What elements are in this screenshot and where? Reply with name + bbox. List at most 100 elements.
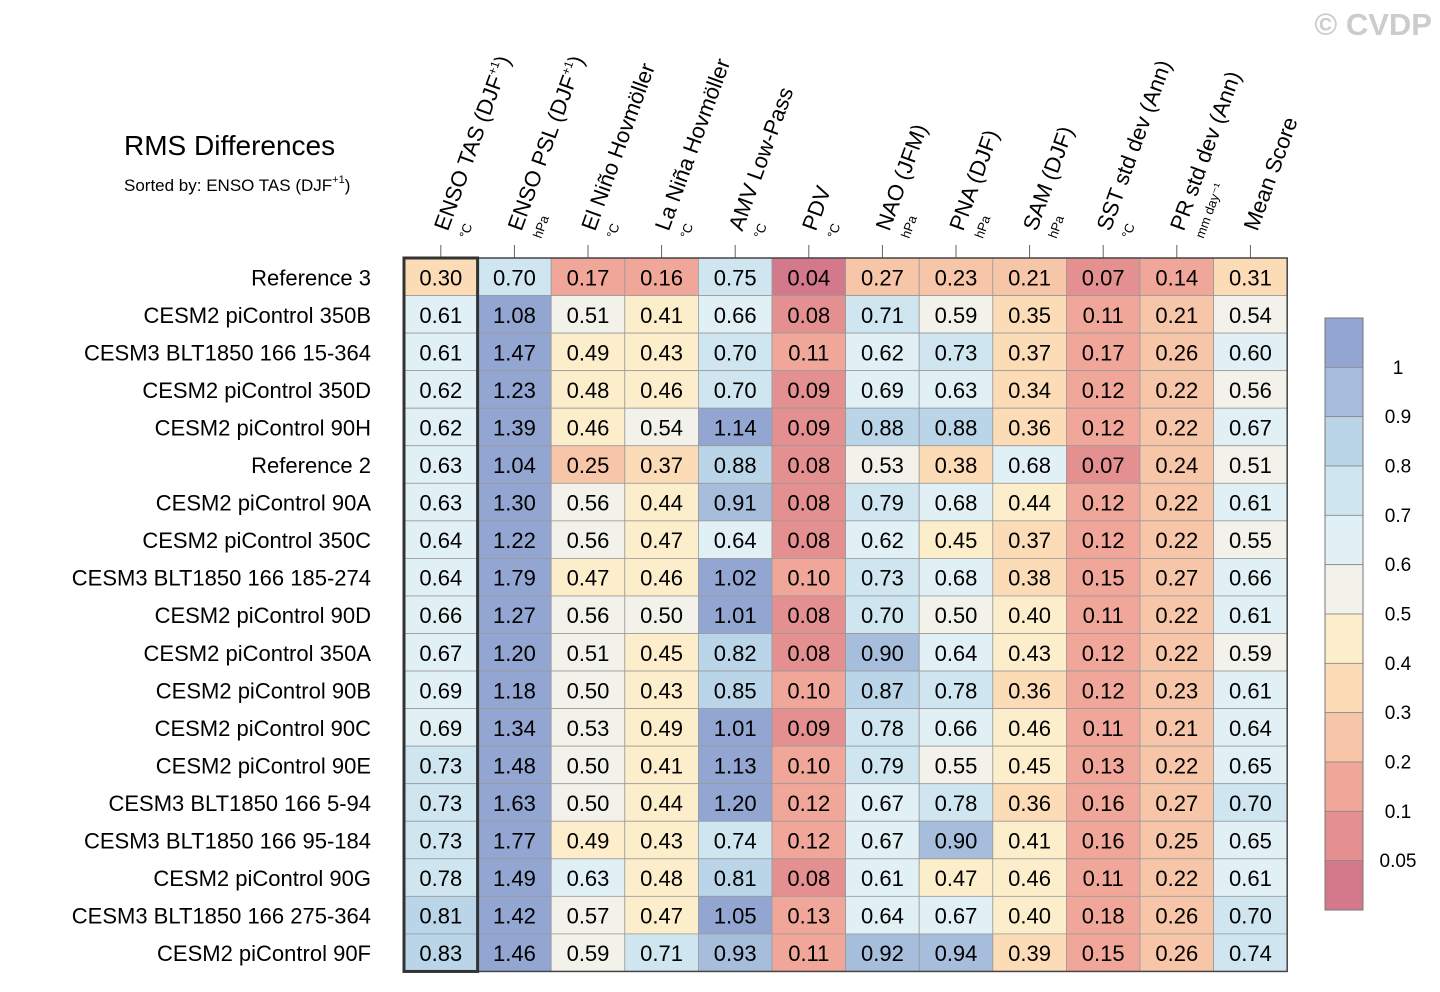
cell-value: 0.22 xyxy=(1155,866,1198,891)
cell-value: 0.90 xyxy=(935,829,978,854)
cell-value: 0.73 xyxy=(419,753,462,778)
heatmap-cell xyxy=(477,895,552,935)
cell-value: 0.14 xyxy=(1155,265,1198,290)
cell-value: 0.65 xyxy=(1229,829,1272,854)
cell-value: 0.73 xyxy=(861,566,904,591)
heatmap-cell xyxy=(477,820,552,860)
heatmap-cell xyxy=(1066,370,1141,409)
heatmap-cell xyxy=(992,633,1067,672)
cell-value: 0.26 xyxy=(1155,941,1198,966)
heatmap-cell xyxy=(992,595,1067,634)
heatmap-cell xyxy=(477,858,552,897)
heatmap-cell xyxy=(992,445,1067,484)
cell-value: 0.69 xyxy=(419,716,462,741)
heatmap-cell xyxy=(992,745,1067,785)
colorbar-label: 0.1 xyxy=(1385,802,1411,823)
heatmap-cell xyxy=(845,295,920,334)
cell-value: 1.05 xyxy=(714,904,757,929)
column-label-main: La Niña Hovmöller xyxy=(650,55,735,234)
heatmap-cell xyxy=(1066,895,1141,935)
heatmap-cell xyxy=(771,933,846,972)
heatmap-cell xyxy=(698,370,773,409)
heatmap-cell xyxy=(477,332,552,372)
heatmap-cell xyxy=(1066,745,1141,785)
heatmap-cell xyxy=(403,558,478,597)
cell-value: 1.04 xyxy=(493,453,536,478)
cell-value: 0.59 xyxy=(935,303,978,328)
heatmap-cell xyxy=(1213,558,1288,597)
colorbar: 1 0.9 0.8 0.7 0.6 0.5 0.4 0.3 0.2 0.1 0.05 xyxy=(1324,317,1416,911)
row-label: Reference 2 xyxy=(251,453,371,478)
cell-value: 0.12 xyxy=(787,791,830,816)
heatmap-cell xyxy=(550,670,626,709)
column-header: PDV°C xyxy=(797,182,843,240)
column-label-superscript: +1 xyxy=(558,59,576,77)
heatmap-cell xyxy=(624,558,699,597)
cell-value: 0.37 xyxy=(1008,528,1051,553)
heatmap-cell xyxy=(1139,295,1214,334)
heatmap-cell xyxy=(845,895,920,935)
column-headers: ENSO TAS (DJF+1)°C ENSO PSL (DJF+1)hPa El … xyxy=(429,52,1303,258)
colorbar-label: 0.3 xyxy=(1385,703,1411,724)
cell-value: 0.45 xyxy=(1008,753,1051,778)
cell-value: 0.07 xyxy=(1082,453,1125,478)
cell-value: 0.22 xyxy=(1155,641,1198,666)
cell-value: 0.71 xyxy=(640,941,683,966)
column-label-main: PNA (DJF) xyxy=(944,126,1003,233)
cell-value: 0.82 xyxy=(714,641,757,666)
heatmap-cell xyxy=(698,407,773,447)
cell-value: 0.67 xyxy=(935,904,978,929)
cell-value: 0.47 xyxy=(640,904,683,929)
cell-value: 0.63 xyxy=(935,378,978,403)
cell-value: 0.64 xyxy=(861,904,904,929)
cell-value: 1.46 xyxy=(493,941,536,966)
heatmap-cell xyxy=(624,520,699,559)
column-unit: hPa xyxy=(1045,213,1067,241)
heatmap-cell xyxy=(550,407,626,447)
cell-value: 0.27 xyxy=(861,265,904,290)
cell-value: 0.50 xyxy=(567,753,610,778)
row-label: CESM2 piControl 350A xyxy=(144,641,372,666)
colorbar-border xyxy=(1324,317,1364,911)
cell-value: 0.46 xyxy=(640,378,683,403)
heatmap-cell xyxy=(1213,482,1288,522)
heatmap-cell xyxy=(845,783,920,822)
cell-value: 0.56 xyxy=(567,528,610,553)
heatmap-cell xyxy=(403,933,478,972)
colorbar-label: 0.5 xyxy=(1385,605,1411,626)
cell-value: 1.02 xyxy=(714,566,757,591)
column-label: SAM (DJF) xyxy=(1018,123,1079,234)
cell-value: 0.53 xyxy=(567,716,610,741)
column-label-main: ENSO PSL (DJF xyxy=(503,72,582,234)
cell-value: 1.77 xyxy=(493,829,536,854)
cell-value: 0.12 xyxy=(787,829,830,854)
heatmap-cell xyxy=(992,820,1067,860)
column-label-main: ENSO TAS (DJF xyxy=(429,72,508,234)
column-label-superscript: +1 xyxy=(485,59,503,77)
heatmap-cell xyxy=(403,445,478,484)
cell-value: 0.61 xyxy=(1229,491,1272,516)
cell-value: 0.70 xyxy=(493,265,536,290)
cell-value: 1.18 xyxy=(493,678,536,703)
heatmap-cell xyxy=(845,370,920,409)
heatmap-cell xyxy=(698,332,773,372)
cell-value: 0.61 xyxy=(861,866,904,891)
heatmap-cell xyxy=(698,933,773,972)
cell-value: 0.70 xyxy=(1229,791,1272,816)
cell-value: 1.20 xyxy=(714,791,757,816)
heatmap-cell xyxy=(698,520,773,559)
cell-value: 0.51 xyxy=(567,303,610,328)
cell-value: 0.30 xyxy=(419,265,462,290)
heatmap-cell xyxy=(1139,595,1214,634)
cell-value: 1.39 xyxy=(493,415,536,440)
cell-value: 0.61 xyxy=(1229,603,1272,628)
cell-value: 1.30 xyxy=(493,491,536,516)
cell-value: 0.12 xyxy=(1082,678,1125,703)
cell-value: 0.64 xyxy=(419,528,462,553)
heatmap-cell xyxy=(992,670,1067,709)
cell-value: 0.16 xyxy=(1082,829,1125,854)
heatmap-cell xyxy=(1213,520,1288,559)
heatmap-cell xyxy=(1213,708,1288,747)
cell-value: 1.79 xyxy=(493,566,536,591)
cell-value: 0.08 xyxy=(787,303,830,328)
